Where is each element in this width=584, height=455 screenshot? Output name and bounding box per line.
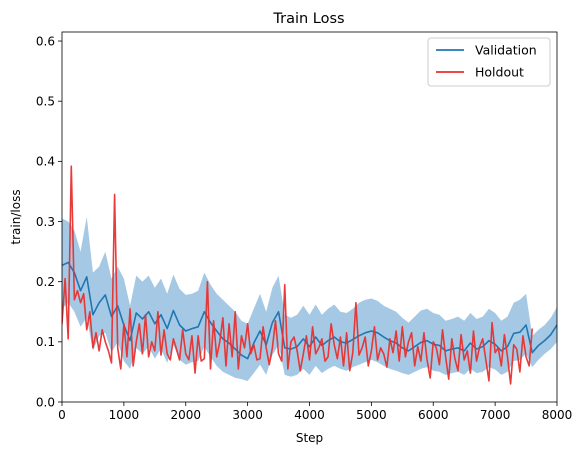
y-tick-label: 0.1 xyxy=(36,335,55,349)
y-tick-label: 0.3 xyxy=(36,215,55,229)
holdout-line xyxy=(62,165,534,385)
chart-title: Train Loss xyxy=(272,11,344,27)
x-tick-label: 8000 xyxy=(542,408,573,422)
x-tick-label: 6000 xyxy=(418,408,449,422)
x-tick-label: 5000 xyxy=(356,408,387,422)
legend-validation-label: Validation xyxy=(475,43,537,58)
x-tick-label: 2000 xyxy=(170,408,201,422)
x-tick-label: 3000 xyxy=(232,408,263,422)
x-tick-label: 7000 xyxy=(480,408,511,422)
x-axis-label: Step xyxy=(296,431,323,445)
y-axis: 0.0 0.1 0.2 0.3 0.4 0.5 0.6 xyxy=(36,34,62,409)
y-axis-label: train/loss xyxy=(9,189,23,244)
x-tick-label: 4000 xyxy=(294,408,325,422)
y-tick-label: 0.4 xyxy=(36,155,55,169)
x-tick-label: 0 xyxy=(58,408,66,422)
x-axis: 0 1000 2000 3000 4000 5000 6000 7000 8000 xyxy=(58,402,572,422)
legend: Validation Holdout xyxy=(427,37,551,87)
x-tick-label: 1000 xyxy=(109,408,140,422)
legend-holdout-label: Holdout xyxy=(475,65,524,80)
y-tick-label: 0.0 xyxy=(36,395,55,409)
y-tick-label: 0.2 xyxy=(36,275,55,289)
y-tick-label: 0.6 xyxy=(36,34,55,48)
plot-area xyxy=(62,165,557,385)
y-tick-label: 0.5 xyxy=(36,94,55,108)
axes-frame xyxy=(61,31,558,403)
validation-band xyxy=(62,216,557,381)
